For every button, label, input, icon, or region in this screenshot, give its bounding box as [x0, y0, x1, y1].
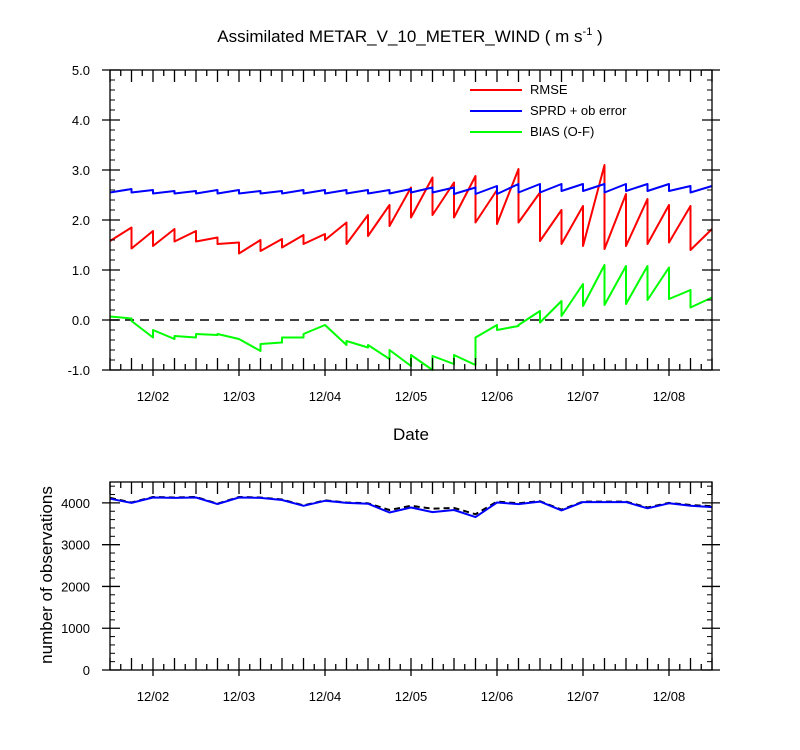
top-plot-area — [109, 164, 713, 371]
bottom-plot-area — [109, 496, 713, 519]
series-line-bias-o-f — [109, 264, 713, 371]
series-line-sprd-ob-error — [109, 183, 713, 195]
top-y-tick-label: 2.0 — [72, 213, 90, 228]
top-x-tick-label: 12/03 — [223, 389, 256, 404]
bottom-y-tick-label: 0 — [83, 663, 90, 678]
bottom-axis-labels: 12/02 12/03 12/04 12/05 12/06 12/07 12/08 0 1000… — [61, 496, 685, 704]
legend: RMSE SPRD + ob error BIAS (O-F) — [470, 82, 627, 139]
series-line-rmse — [109, 164, 713, 255]
series-line-assimilated — [109, 496, 713, 519]
bottom-x-tick-label: 12/02 — [137, 689, 170, 704]
top-y-tick-label: 0.0 — [72, 313, 90, 328]
chart-title-main: Assimilated METAR_V_10_METER_WIND — [217, 27, 540, 46]
bottom-x-tick-label: 12/03 — [223, 689, 256, 704]
top-axis-ticks — [102, 69, 720, 376]
top-y-tick-label: 3.0 — [72, 163, 90, 178]
bottom-x-tick-label: 12/07 — [567, 689, 600, 704]
bottom-plot-frame — [109, 481, 713, 671]
chart-title-units-exponent: -1 — [583, 26, 593, 38]
bottom-axis-ticks — [102, 482, 720, 676]
top-x-tick-label: 12/08 — [653, 389, 686, 404]
bottom-x-tick-label: 12/05 — [395, 689, 428, 704]
chart-title: Assimilated METAR_V_10_METER_WIND ( m s-… — [217, 26, 602, 46]
bottom-x-tick-label: 12/08 — [653, 689, 686, 704]
top-x-tick-label: 12/05 — [395, 389, 428, 404]
top-panel: 12/02 12/03 12/04 12/05 12/06 12/07 12/08 -1.0 0… — [68, 63, 720, 444]
bottom-y-tick-label: 4000 — [61, 496, 90, 511]
bottom-y-tick-label: 1000 — [61, 621, 90, 636]
bottom-panel: 12/02 12/03 12/04 12/05 12/06 12/07 12/08 0 1000… — [37, 481, 720, 704]
top-x-tick-label: 12/02 — [137, 389, 170, 404]
top-axis-labels: 12/02 12/03 12/04 12/05 12/06 12/07 12/08 -1.0 0… — [68, 63, 686, 404]
top-y-tick-label: -1.0 — [68, 363, 90, 378]
bottom-x-tick-label: 12/06 — [481, 689, 514, 704]
top-x-tick-label: 12/06 — [481, 389, 514, 404]
x-axis-title: Date — [393, 425, 429, 444]
bottom-x-tick-label: 12/04 — [309, 689, 342, 704]
chart-title-units-close: ) — [592, 27, 602, 46]
top-x-tick-label: 12/04 — [309, 389, 342, 404]
top-y-tick-label: 1.0 — [72, 263, 90, 278]
chart-title-units: ( m s — [540, 27, 583, 46]
legend-label-rmse: RMSE — [530, 82, 568, 97]
top-x-tick-label: 12/07 — [567, 389, 600, 404]
bottom-y-tick-label: 3000 — [61, 538, 90, 553]
top-y-tick-label: 5.0 — [72, 63, 90, 78]
legend-label-bias-o-f: BIAS (O-F) — [530, 124, 594, 139]
legend-label-sprd-ob-error: SPRD + ob error — [530, 103, 627, 118]
bottom-y-tick-label: 2000 — [61, 579, 90, 594]
y-axis-title-observations: number of observations — [37, 486, 56, 664]
top-y-tick-label: 4.0 — [72, 113, 90, 128]
